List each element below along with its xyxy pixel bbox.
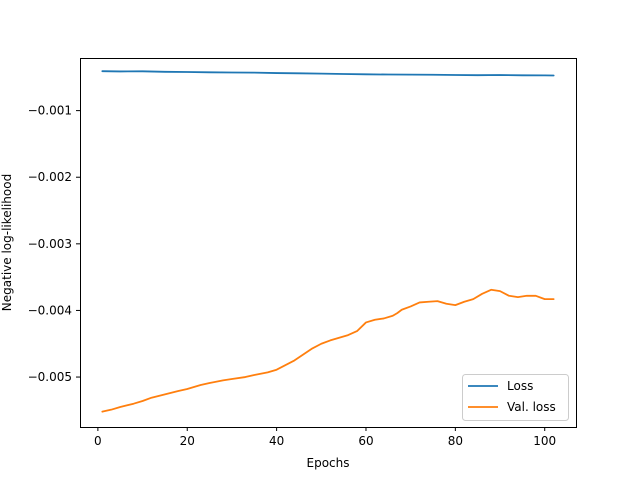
plot-area <box>80 58 576 427</box>
legend-label-val-loss: Val. loss <box>507 400 556 414</box>
x-tick-label: 60 <box>358 434 373 448</box>
series-layer <box>101 70 555 413</box>
plot-frame <box>80 58 577 428</box>
y-tick-label: −0.002 <box>28 170 72 184</box>
y-tick-label: −0.004 <box>28 303 72 317</box>
series-line-val-loss <box>101 288 555 413</box>
y-tick-label: −0.001 <box>28 104 72 118</box>
tick-layer: 0 20 40 60 80 100 −0.005 −0.004 −0.003 −0.002 −0.0… <box>28 104 557 448</box>
x-tick-label: 80 <box>448 434 463 448</box>
y-axis-label: Negative log-likelihood <box>0 174 14 311</box>
y-tick-label: −0.005 <box>28 370 72 384</box>
series-line-loss <box>101 70 555 77</box>
legend-label-loss: Loss <box>507 379 533 393</box>
legend: Loss Val. loss <box>462 374 569 421</box>
x-axis-label: Epochs <box>307 456 350 470</box>
x-tick-label: 20 <box>180 434 195 448</box>
x-tick-label: 100 <box>533 434 556 448</box>
y-tick-label: −0.003 <box>28 237 72 251</box>
x-tick-label: 0 <box>94 434 102 448</box>
x-tick-label: 40 <box>269 434 284 448</box>
